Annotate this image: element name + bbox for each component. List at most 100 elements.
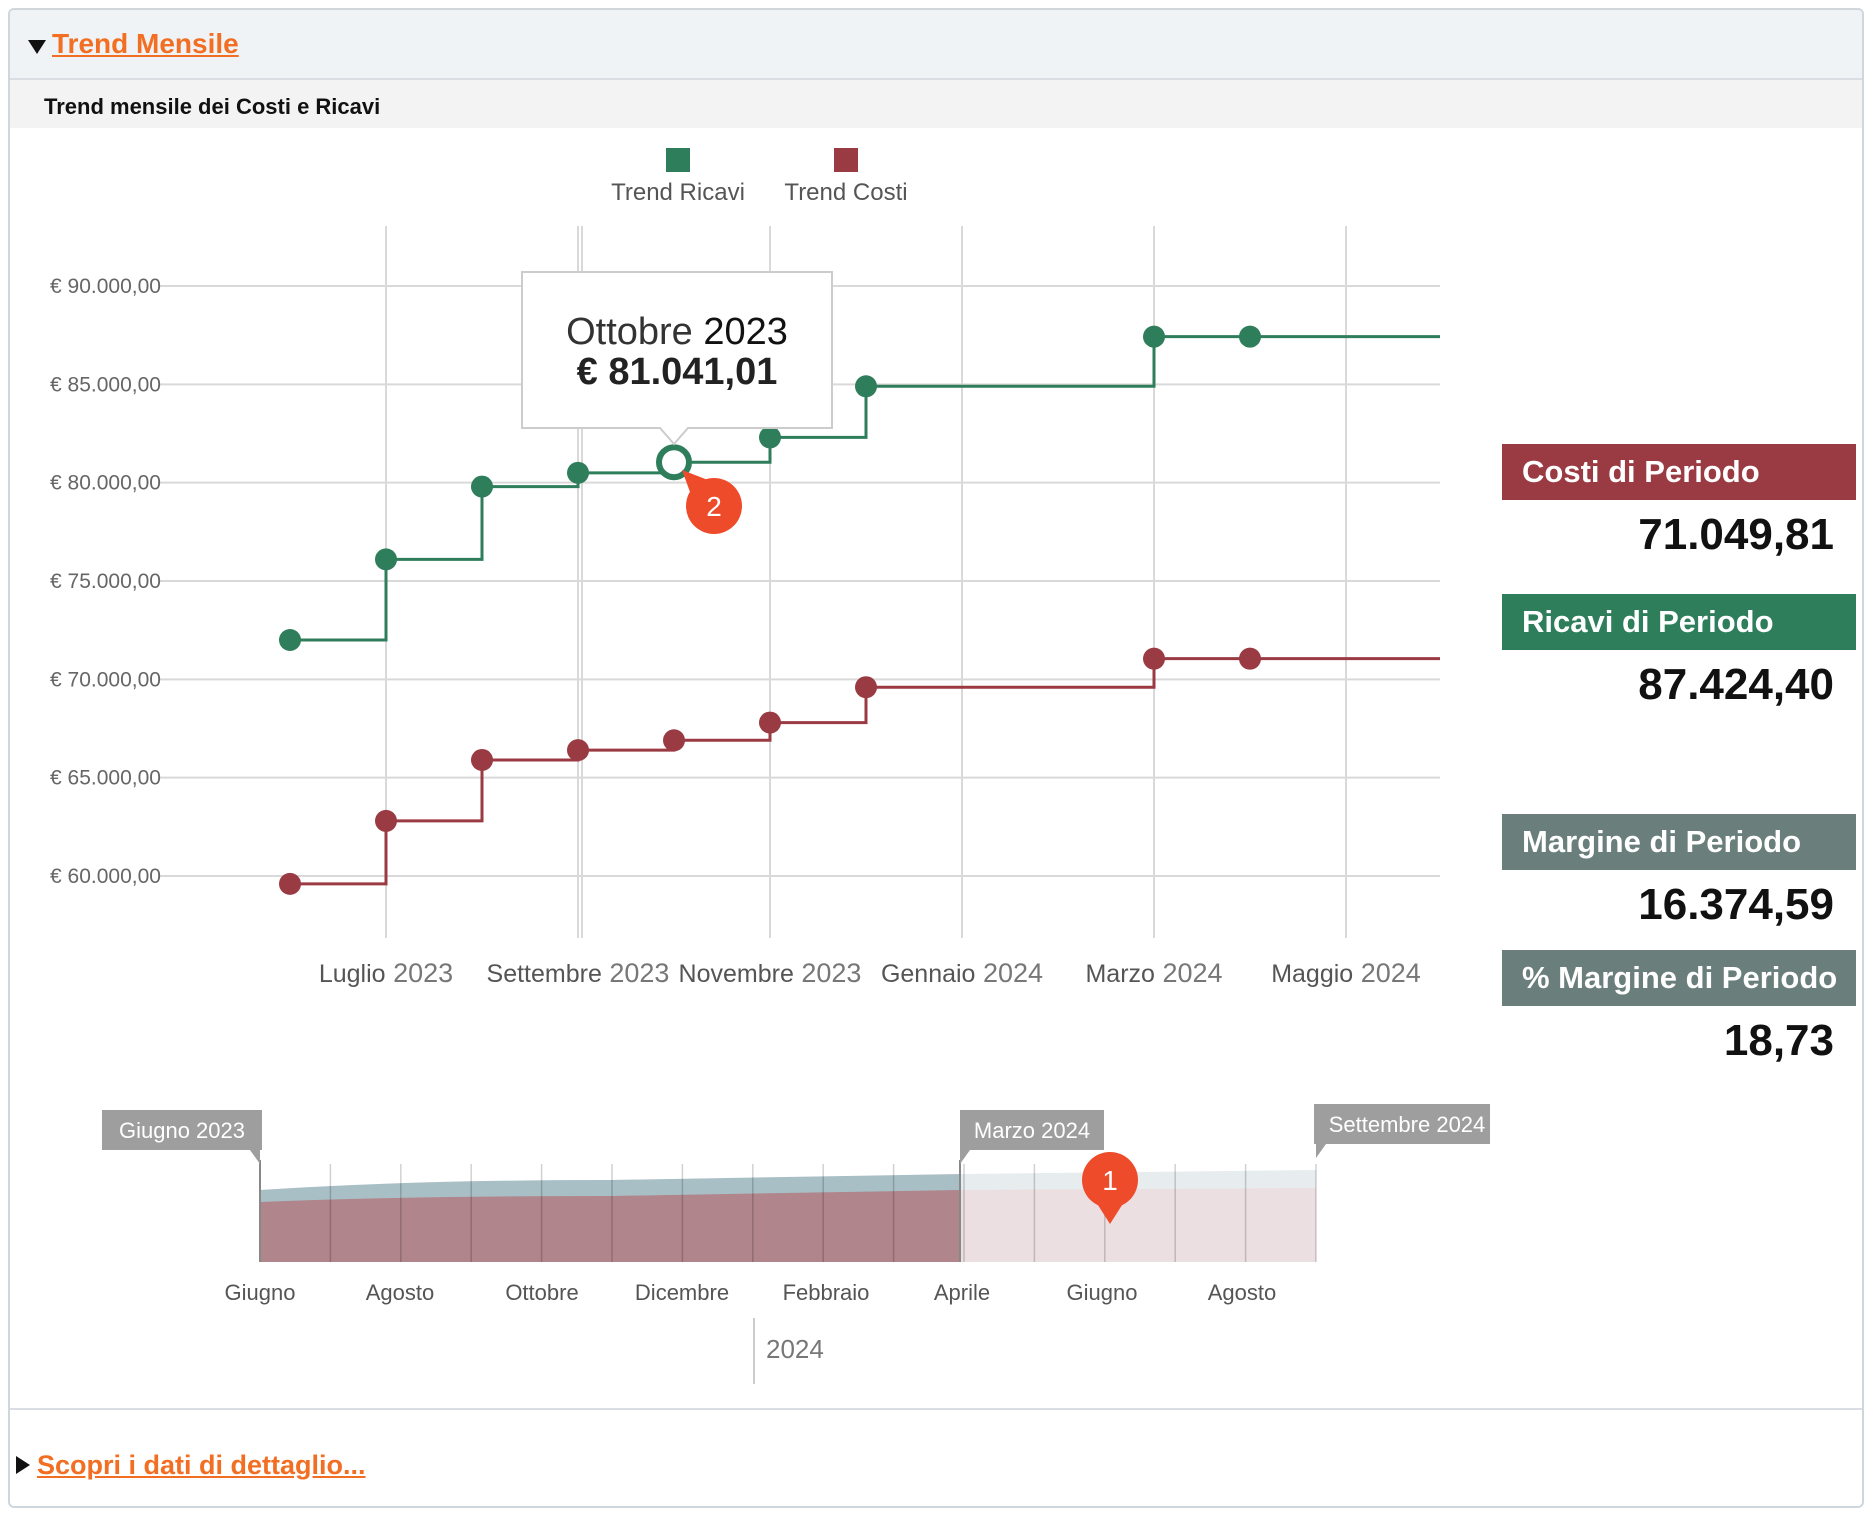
callout-badge-1: [1082, 1152, 1138, 1208]
x-tick-month: Luglio: [319, 960, 386, 988]
navigator-flag-year: 2024: [1035, 1118, 1090, 1143]
expand-triangle-icon[interactable]: [16, 1456, 30, 1474]
navigator-month-label: Agosto: [366, 1280, 435, 1305]
x-tick-label: Luglio 2023: [319, 958, 453, 988]
navigator-flag-box: [102, 1110, 262, 1150]
data-point: [855, 676, 877, 699]
kpi-ricavi-label: Ricavi di Periodo: [1502, 594, 1856, 650]
kpi-percent-margine-label: % Margine di Periodo: [1502, 950, 1856, 1006]
navigator-year-label: 2024: [766, 1334, 824, 1364]
tooltip-title: Ottobre 2023: [566, 311, 788, 353]
navigator-flag-year: 2024: [1430, 1112, 1485, 1137]
x-tick-year: 2024: [975, 958, 1043, 988]
tooltip-month: Ottobre: [566, 311, 693, 353]
y-tick-label: € 60.000,00: [50, 865, 161, 888]
data-point: [1143, 647, 1165, 670]
navigator-flag-box: [960, 1110, 1104, 1150]
tooltip-value: € 81.041,01: [577, 351, 778, 393]
data-point: [471, 748, 493, 771]
data-point-highlighted: [656, 444, 692, 481]
data-point: [1143, 325, 1165, 348]
navigator-flag-tail: [250, 1150, 260, 1164]
navigator-flag-tail: [1316, 1144, 1326, 1158]
callout-badge-1-tail: [1096, 1202, 1124, 1224]
navigator-month-label: Ottobre: [505, 1280, 578, 1305]
x-tick-label: Novembre 2023: [679, 958, 862, 988]
data-point: [279, 872, 301, 895]
navigator-flag-tail: [960, 1150, 970, 1164]
tooltip-year: 2023: [693, 311, 788, 353]
footer-divider: [10, 1408, 1862, 1410]
kpi-costi-value: 71.049,81: [1638, 510, 1834, 559]
legend-label: Trend Ricavi: [611, 179, 745, 206]
callout-badge-2-tail: [682, 470, 708, 492]
data-point: [855, 375, 877, 398]
y-tick-label: € 65.000,00: [50, 767, 161, 790]
navigator-area-costi: [260, 1190, 960, 1262]
x-tick-year: 2024: [1353, 958, 1421, 988]
kpi-margine-value: 16.374,59: [1638, 880, 1834, 929]
navigator-flag: Settembre 2024: [1314, 1104, 1490, 1158]
chart-subtitle: Trend mensile dei Costi e Ricavi: [44, 94, 381, 119]
navigator-month-label: Giugno: [225, 1280, 296, 1305]
data-point: [471, 475, 493, 498]
legend-label: Trend Costi: [784, 179, 907, 206]
data-point: [375, 809, 397, 832]
collapse-triangle-icon[interactable]: [28, 40, 46, 54]
navigator-flag-month: Settembre: [1329, 1112, 1431, 1137]
x-tick-year: 2023: [794, 958, 862, 988]
navigator-flag-month: Marzo: [974, 1118, 1035, 1143]
navigator-flag-label: Marzo 2024: [974, 1118, 1090, 1143]
kpi-ricavi-value: 87.424,40: [1638, 660, 1834, 709]
legend-swatch: [666, 148, 690, 172]
data-point: [663, 729, 685, 752]
tooltip: Ottobre 2023€ 81.041,01: [521, 271, 833, 446]
trend-chart: € 60.000,00 € 65.000,00 € 70.000,00 € 75.00…: [50, 148, 1490, 1384]
y-tick-label: € 90.000,00: [50, 275, 161, 298]
data-point: [567, 739, 589, 762]
navigator-flag: Marzo 2024: [960, 1110, 1104, 1164]
navigator-flag-label: Giugno 2023: [119, 1118, 245, 1143]
x-tick-label: Settembre 2023: [487, 958, 670, 988]
data-point: [759, 426, 781, 449]
navigator-month-label: Agosto: [1208, 1280, 1277, 1305]
tooltip-box: [521, 271, 833, 446]
x-tick-month: Gennaio: [881, 960, 976, 988]
legend-swatch: [834, 148, 858, 172]
x-tick-label: Gennaio 2024: [881, 958, 1043, 988]
callout-badge-2-label: 2: [706, 491, 722, 522]
navigator-flag: Giugno 2023: [102, 1110, 262, 1164]
x-tick-year: 2023: [386, 958, 454, 988]
x-tick-year: 2024: [1155, 958, 1223, 988]
navigator-flag-year: 2023: [190, 1118, 245, 1143]
callout-badge-1-label: 1: [1102, 1165, 1118, 1196]
data-point: [279, 629, 301, 651]
y-tick-label: € 70.000,00: [50, 668, 161, 691]
x-tick-label: Marzo 2024: [1085, 958, 1222, 988]
y-tick-label: € 85.000,00: [50, 373, 161, 396]
panel-header: Trend Mensile: [10, 10, 1862, 80]
data-point: [1239, 647, 1261, 670]
x-tick-year: 2023: [602, 958, 670, 988]
kpi-costi-label: Costi di Periodo: [1502, 444, 1856, 500]
navigator-month-label: Febbraio: [783, 1280, 870, 1305]
kpi-margine-label: Margine di Periodo: [1502, 814, 1856, 870]
navigator-month-label: Dicembre: [635, 1280, 729, 1305]
dettaglio-link[interactable]: Scopri i dati di dettaglio...: [37, 1450, 366, 1480]
data-point: [1239, 325, 1261, 348]
x-tick-month: Settembre: [487, 960, 602, 988]
navigator-month-label: Giugno: [1067, 1280, 1138, 1305]
trend-panel: Trend Mensile Trend mensile dei Costi e …: [8, 8, 1864, 1508]
x-tick-month: Maggio: [1271, 960, 1353, 988]
data-point: [759, 711, 781, 734]
data-point: [567, 461, 589, 484]
kpi-percent-margine-value: 18,73: [1723, 1016, 1834, 1065]
navigator-month-label: Aprile: [934, 1280, 990, 1305]
navigator-flag-label: Settembre 2024: [1329, 1112, 1486, 1137]
trend-mensile-link[interactable]: Trend Mensile: [52, 28, 239, 59]
callout-badge-2: [686, 478, 742, 534]
navigator-flag-month: Giugno: [119, 1118, 190, 1143]
x-tick-month: Novembre: [679, 960, 794, 988]
y-tick-label: € 80.000,00: [50, 472, 161, 495]
navigator-flag-box: [1314, 1104, 1490, 1144]
